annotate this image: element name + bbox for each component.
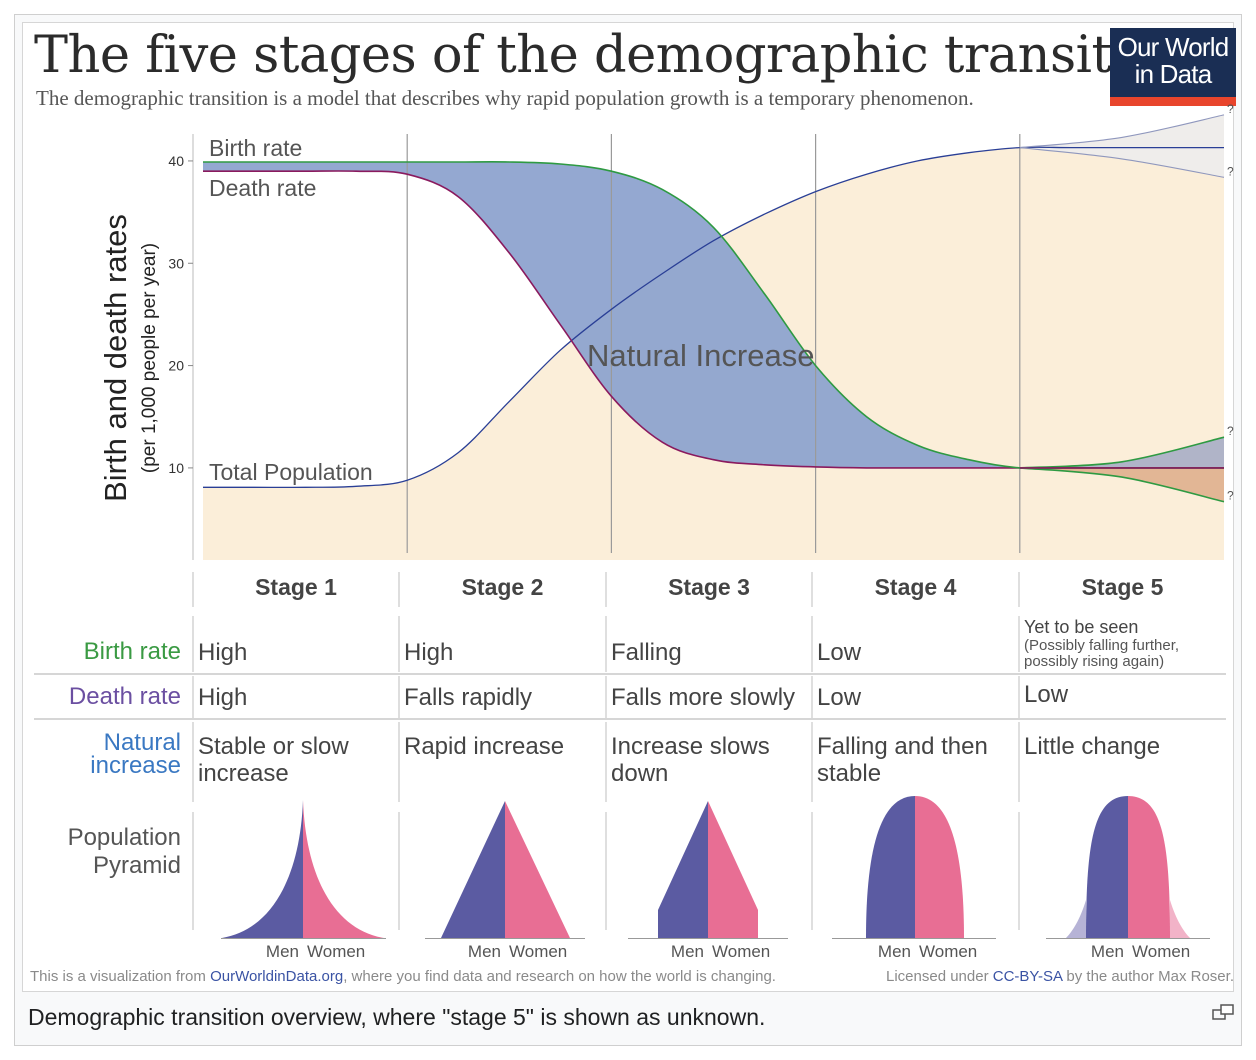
footer-left-pre: This is a visualization from: [30, 968, 211, 985]
figure-caption: Demographic transition overview, where "…: [28, 1004, 766, 1030]
chart-annotations: Birth rate Death rate Total Population N…: [98, 135, 814, 502]
footer-license-note: Licensed under CC-BY-SA by the author Ma…: [886, 968, 1234, 985]
y-tick-label-40: 40: [168, 153, 184, 169]
pyramid-5-women-faint: [1170, 900, 1190, 938]
row-label-pyramid-2: Pyramid: [93, 852, 181, 879]
stage-header-2: Stage 2: [462, 574, 544, 600]
stage-dividers: [406, 134, 1021, 553]
y-axis-title: Birth and death rates: [98, 214, 133, 502]
pyramid-3-men: [658, 801, 708, 938]
logo-line-2: in Data: [1134, 59, 1213, 89]
pyramid-1-women: [303, 800, 384, 938]
owid-link[interactable]: OurWorldinData.org: [210, 968, 344, 985]
chart-areas: [203, 114, 1224, 560]
expand-icon[interactable]: [1212, 1004, 1234, 1020]
birth-note-line-1: (Possibly falling further,: [1024, 637, 1179, 654]
pyramid-4-men-label: Men: [878, 942, 911, 961]
qmark-birth-upper: ?: [1227, 424, 1234, 438]
pyramid-1-men: [222, 800, 303, 938]
natural-cell-3-line-2: down: [611, 760, 668, 787]
birth-cell-1: High: [198, 639, 247, 666]
row-label-natural-1: Natural: [104, 729, 181, 756]
row-label-death-rate: Death rate: [69, 683, 181, 710]
birth-cell-4: Low: [817, 639, 862, 666]
row-label-natural-2: increase: [90, 752, 181, 779]
birth-cell-3: Falling: [611, 639, 682, 666]
qmark-population-lower: ?: [1227, 164, 1234, 178]
natural-cell-4-line-2: stable: [817, 760, 881, 787]
chart-title: The five stages of the demographic trans…: [34, 26, 1190, 85]
qmark-birth-lower: ?: [1227, 489, 1234, 503]
footer-source-note: This is a visualization from OurWorldinD…: [30, 968, 776, 985]
population-pyramids: Men Women Men Women Men Women Men Women Men Women: [221, 796, 1210, 961]
death-cell-3: Falls more slowly: [611, 684, 795, 711]
logo-line-1: Our World: [1117, 32, 1230, 62]
y-axis: 10 20 30 40: [168, 134, 194, 560]
cc-by-sa-link[interactable]: CC-BY-SA: [992, 968, 1063, 985]
pyramid-2-women-label: Women: [509, 942, 567, 961]
stage-header-5: Stage 5: [1082, 574, 1164, 600]
natural-cell-1-line-2: increase: [198, 760, 289, 787]
chart-series-lines: ????: [203, 102, 1234, 503]
birth-cell-2: High: [404, 639, 453, 666]
pyramid-4-women-label: Women: [919, 942, 977, 961]
birth-lower-scenario-line: [1019, 467, 1225, 503]
population-lower-scenario-line: [1019, 147, 1225, 178]
natural-cell-1-line-1: Stable or slow: [198, 733, 349, 760]
row-label-birth-rate: Birth rate: [84, 638, 181, 665]
pyramid-3-men-label: Men: [671, 942, 704, 961]
footer-left-post: , where you find data and research on ho…: [343, 968, 776, 985]
pyramid-1-women-label: Women: [307, 942, 365, 961]
stage-header-1: Stage 1: [255, 574, 337, 600]
pyramid-2-men: [441, 801, 505, 938]
pyramid-5-men-faint: [1066, 900, 1086, 938]
death-cell-1: High: [198, 684, 247, 711]
our-world-in-data-logo[interactable]: Our World in Data: [1110, 28, 1236, 106]
y-tick-label-20: 20: [168, 358, 184, 374]
stage5-population-band: [1019, 114, 1224, 178]
stage-header-4: Stage 4: [875, 574, 957, 600]
y-tick-label-10: 10: [168, 460, 184, 476]
total-population-line-label: Total Population: [209, 459, 373, 485]
pyramid-3-women-label: Women: [712, 942, 770, 961]
natural-increase-area: [203, 161, 1224, 469]
death-cell-4: Low: [817, 684, 862, 711]
pyramid-2-women: [505, 801, 570, 938]
birth-cell-5: Yet to be seen: [1024, 617, 1138, 637]
stage5-decrease-band: [1019, 467, 1224, 502]
population-upper-scenario-line: [1019, 114, 1225, 149]
death-cell-5: Low: [1024, 681, 1069, 708]
birth-rate-line-label: Birth rate: [209, 135, 302, 161]
chart-subtitle: The demographic transition is a model th…: [36, 86, 974, 110]
stage5-increase-band: [1019, 437, 1224, 468]
pyramid-4-women: [915, 796, 964, 938]
y-tick-label-30: 30: [168, 255, 184, 271]
pyramid-1-men-label: Men: [266, 942, 299, 961]
natural-cell-2-line-1: Rapid increase: [404, 733, 564, 760]
death-rate-line-label: Death rate: [209, 175, 316, 201]
demographic-chart: ???? 10 20 30 40 Birth rate Death rate Tota…: [34, 102, 1234, 961]
pyramid-5-men-label: Men: [1091, 942, 1124, 961]
pyramid-5-women-label: Women: [1132, 942, 1190, 961]
natural-cell-3-line-1: Increase slows: [611, 733, 770, 760]
pyramid-3-women: [708, 801, 758, 938]
y-axis-subtitle: (per 1,000 people per year): [139, 243, 160, 473]
qmark-population-upper: ?: [1227, 102, 1234, 116]
natural-cell-5-line-1: Little change: [1024, 733, 1160, 760]
pyramid-5-men: [1086, 796, 1128, 938]
stage-table: Stage 1 Stage 2 Stage 3 Stage 4 Stage 5 Birth…: [34, 572, 1226, 930]
footer-right-pre: Licensed under: [886, 968, 993, 985]
total-population-line: [203, 146, 1224, 489]
natural-cell-4-line-1: Falling and then: [817, 733, 988, 760]
birth-upper-scenario-line: [1019, 436, 1225, 469]
pyramid-4-men: [866, 796, 915, 938]
footer-right-post: by the author Max Roser.: [1062, 968, 1234, 985]
row-label-pyramid-1: Population: [68, 824, 181, 851]
natural-increase-label: Natural Increase: [587, 338, 814, 373]
death-cell-2: Falls rapidly: [404, 684, 532, 711]
pyramid-5-women: [1128, 796, 1170, 938]
stage-header-3: Stage 3: [668, 574, 750, 600]
birth-note-line-2: possibly rising again): [1024, 653, 1164, 670]
pyramid-2-men-label: Men: [468, 942, 501, 961]
